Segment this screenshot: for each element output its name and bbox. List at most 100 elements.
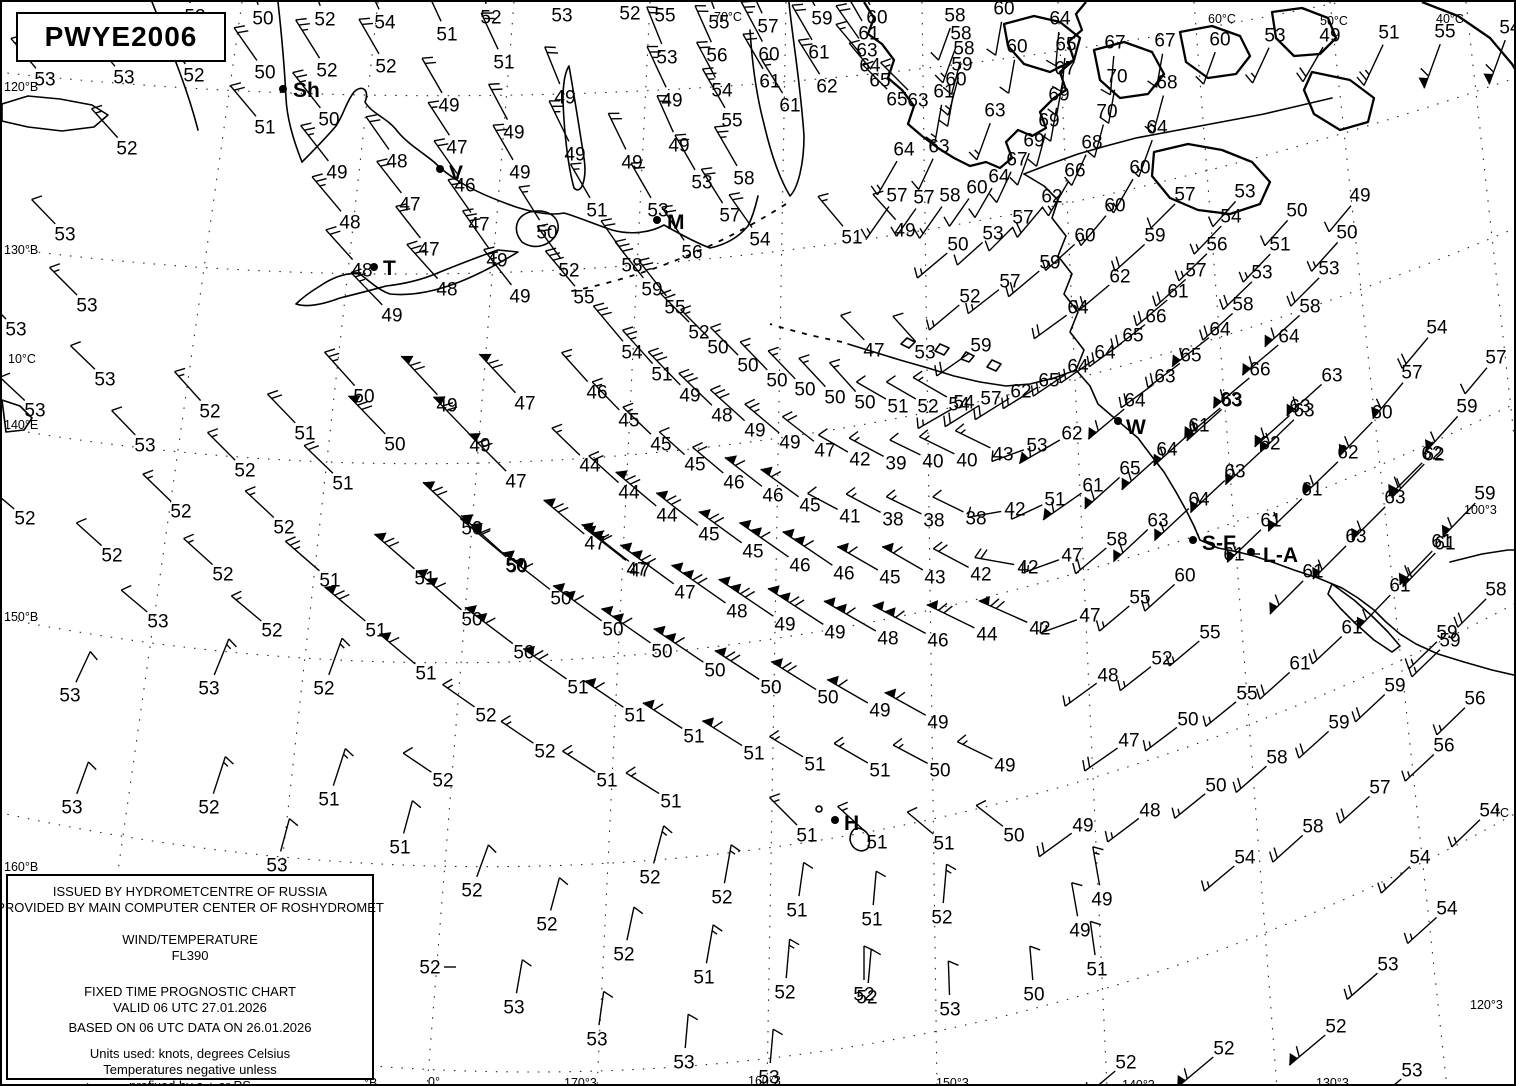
svg-text:66: 66 xyxy=(1249,360,1270,381)
svg-text:61: 61 xyxy=(933,82,954,103)
svg-text:61: 61 xyxy=(808,43,829,64)
station-plot: 58 xyxy=(713,125,755,190)
station-plot: 50 xyxy=(653,625,726,682)
station-plot: 67 xyxy=(989,150,1028,203)
svg-text:53: 53 xyxy=(982,224,1003,245)
svg-text:51: 51 xyxy=(693,968,714,989)
svg-text:48: 48 xyxy=(726,602,747,623)
station-plot: 48 xyxy=(823,597,899,650)
svg-text:63: 63 xyxy=(856,41,877,62)
station-plot: 49 xyxy=(1069,882,1091,942)
station-plot: 60 xyxy=(866,2,888,29)
svg-text:51: 51 xyxy=(414,569,435,590)
station-plot: 45 xyxy=(836,542,901,589)
svg-text:49: 49 xyxy=(1091,890,1112,911)
city-marker-h: H xyxy=(831,812,859,835)
svg-text:53: 53 xyxy=(54,225,75,246)
svg-text:53: 53 xyxy=(59,686,80,707)
svg-text:61: 61 xyxy=(1301,480,1322,501)
station-plot: 64 xyxy=(1045,9,1071,67)
svg-text:51: 51 xyxy=(786,901,807,922)
svg-text:54: 54 xyxy=(711,81,733,102)
station-plot: 49 xyxy=(872,190,916,242)
graticule-label: 160°B xyxy=(4,860,38,874)
station-plot: 61 xyxy=(791,3,830,64)
svg-text:42: 42 xyxy=(970,565,991,586)
info-product: WIND/TEMPERATURE xyxy=(122,932,258,947)
station-plot: 64 xyxy=(835,20,881,77)
svg-text:53: 53 xyxy=(34,70,55,91)
station-plot: 51 xyxy=(389,800,422,859)
svg-text:46: 46 xyxy=(833,564,854,585)
station-plot: 52 xyxy=(774,938,800,1004)
svg-text:53: 53 xyxy=(134,436,155,457)
svg-text:70: 70 xyxy=(1106,67,1127,88)
svg-text:52: 52 xyxy=(316,61,337,82)
station-plot: 53 xyxy=(69,341,116,391)
svg-text:59: 59 xyxy=(1144,226,1165,247)
svg-text:56: 56 xyxy=(1464,689,1485,710)
svg-text:52: 52 xyxy=(183,66,204,87)
station-plot: 56 xyxy=(1174,235,1228,282)
station-plot: 46 xyxy=(692,442,745,494)
station-plot: 53 xyxy=(198,638,237,700)
station-plot: 50 xyxy=(600,605,673,663)
station-plot: 51 xyxy=(303,440,354,495)
svg-text:57: 57 xyxy=(1369,778,1390,799)
station-plot: 51 xyxy=(786,861,814,922)
station-plot: 50 xyxy=(770,658,839,709)
station-plot: 58 xyxy=(1198,295,1254,341)
station-plot: 49 xyxy=(956,734,1016,777)
station-plot: 51 xyxy=(1086,920,1108,981)
svg-text:49: 49 xyxy=(994,756,1015,777)
svg-text:50: 50 xyxy=(929,761,950,782)
station-plot: 59 xyxy=(1110,226,1166,272)
svg-text:45: 45 xyxy=(618,411,639,432)
station-plot: 47 xyxy=(581,522,651,582)
station-plot: 50 xyxy=(798,354,846,409)
svg-text:49: 49 xyxy=(668,136,689,157)
station-plot: 51 xyxy=(769,793,818,847)
station-plot: 55 xyxy=(1165,623,1221,667)
svg-text:64: 64 xyxy=(988,167,1010,188)
station-plot: 61 xyxy=(1255,654,1311,700)
svg-text:59: 59 xyxy=(1384,676,1405,697)
station-plot: 50 xyxy=(1171,776,1227,819)
station-plot: 64 xyxy=(1030,357,1089,397)
svg-text:55: 55 xyxy=(1199,623,1220,644)
station-plot: 50 xyxy=(1306,223,1358,272)
station-plot: 51 xyxy=(373,532,436,590)
station-plot: 50 xyxy=(292,69,340,131)
svg-text:64: 64 xyxy=(1124,391,1146,412)
svg-text:61: 61 xyxy=(1341,618,1362,639)
station-plot: 51 xyxy=(861,870,887,931)
graticule-label: 0° xyxy=(428,1075,440,1086)
station-plot: 46 xyxy=(433,138,476,197)
station-plot: 61 xyxy=(742,32,781,93)
station-plot: 57 xyxy=(1146,185,1196,229)
station-plot: 70 xyxy=(1099,67,1128,124)
svg-text:49: 49 xyxy=(869,701,890,722)
svg-text:50: 50 xyxy=(252,9,273,30)
station-plot: 52 xyxy=(198,756,234,819)
station-plot: 51 xyxy=(622,326,673,386)
svg-text:50: 50 xyxy=(794,380,815,401)
station-plot: 52 xyxy=(711,844,741,909)
svg-text:63: 63 xyxy=(1384,488,1405,509)
svg-text:46: 46 xyxy=(762,486,783,507)
svg-text:55: 55 xyxy=(573,288,594,309)
station-plot: 60 xyxy=(999,37,1028,94)
svg-text:61: 61 xyxy=(1167,282,1188,303)
station-plot: 38 xyxy=(845,486,904,531)
station-plot: 63 xyxy=(911,137,950,190)
station-plot: 49 xyxy=(462,208,508,272)
station-plot: 53 xyxy=(1286,259,1340,307)
station-plot: 50 xyxy=(975,799,1025,847)
station-plot: 62 xyxy=(1075,267,1131,312)
svg-text:50: 50 xyxy=(353,387,374,408)
station-plot: 45 xyxy=(658,426,706,476)
station-plot: 49 xyxy=(350,268,403,327)
svg-text:64: 64 xyxy=(1067,298,1089,319)
svg-text:38: 38 xyxy=(923,511,944,532)
svg-text:58: 58 xyxy=(950,24,971,45)
